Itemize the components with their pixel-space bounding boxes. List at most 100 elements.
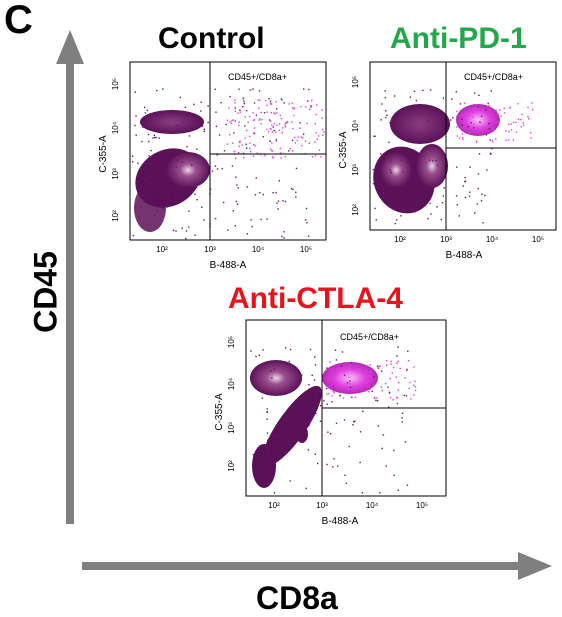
background-scatter (132, 88, 312, 240)
gate-lines (209, 62, 326, 240)
event-dot (151, 162, 153, 164)
event-dot (404, 377, 406, 379)
event-dot (253, 102, 256, 104)
event-dot (406, 484, 409, 486)
event-dot (342, 397, 345, 399)
event-dot (264, 154, 266, 157)
event-dot (289, 480, 291, 482)
event-dot (487, 102, 489, 105)
event-dot (385, 364, 388, 366)
event-dot (309, 108, 311, 111)
event-dot (299, 122, 301, 124)
event-dot (254, 144, 256, 147)
event-dot (149, 183, 151, 185)
event-dot (238, 88, 240, 90)
event-dot (492, 128, 494, 130)
event-dot (278, 180, 280, 182)
event-dot (345, 482, 348, 484)
event-dot (336, 373, 338, 376)
event-dot (469, 191, 471, 193)
event-dot (215, 111, 217, 113)
event-dot (321, 109, 323, 111)
event-dot (408, 387, 410, 390)
event-dot (204, 163, 207, 165)
event-dot (295, 196, 297, 198)
event-dot (372, 183, 375, 185)
event-dot (179, 96, 181, 99)
event-dot (305, 487, 307, 490)
event-dot (349, 364, 351, 366)
event-dot (253, 119, 255, 121)
event-dot (247, 121, 249, 123)
event-dot (266, 432, 269, 434)
event-dot (500, 115, 502, 117)
event-dot (367, 385, 369, 387)
event-dot (490, 90, 492, 92)
event-dot (278, 129, 281, 131)
y-tick-labels: 10² 10³ 10⁴ 10⁵ (227, 336, 236, 472)
event-dot (517, 103, 519, 105)
event-dot (333, 392, 335, 394)
event-dot (200, 110, 202, 112)
event-dot (468, 132, 471, 134)
event-dot (399, 159, 402, 161)
event-dot (318, 149, 321, 151)
event-dot (270, 128, 272, 130)
event-dot (291, 102, 294, 104)
event-dot (284, 200, 287, 203)
event-dot (359, 461, 361, 464)
event-dot (242, 100, 245, 102)
event-dot (380, 119, 382, 121)
event-dot (274, 113, 276, 115)
event-dot (435, 160, 437, 162)
event-dot (203, 219, 205, 221)
y-axis-label: C-355-A (214, 393, 225, 431)
event-dot (229, 95, 231, 98)
event-dot (207, 121, 209, 124)
event-dot (269, 448, 271, 450)
event-dot (253, 132, 255, 134)
x-tick-labels: 10² 10³ 10⁴ 10⁵ (268, 501, 428, 510)
event-dot (477, 173, 480, 175)
event-dot (242, 105, 244, 108)
event-dot (335, 422, 338, 424)
event-dot (517, 118, 520, 121)
event-dot (266, 104, 268, 106)
event-dot (456, 115, 458, 118)
event-dot (284, 122, 287, 124)
event-dot (245, 110, 248, 112)
event-dot (147, 133, 150, 136)
event-dot (396, 355, 398, 357)
event-dot (332, 466, 334, 468)
event-dot (196, 199, 198, 201)
event-dot (284, 124, 286, 126)
event-dot (146, 109, 149, 111)
event-dot (214, 88, 216, 90)
event-dot (374, 207, 376, 210)
y-tick-label: 10⁴ (351, 119, 360, 132)
event-dot (429, 202, 431, 205)
event-dot (270, 112, 272, 114)
event-dot (194, 234, 196, 236)
event-dot (273, 112, 275, 114)
event-dot (289, 147, 291, 150)
event-dot (339, 367, 341, 369)
event-dot (487, 123, 489, 126)
event-dot (146, 178, 148, 180)
event-dot (144, 106, 146, 109)
event-dot (326, 367, 328, 369)
event-dot (272, 192, 274, 194)
event-dot (259, 118, 261, 120)
event-dot (201, 125, 204, 127)
event-dot (343, 419, 346, 421)
event-dot (301, 374, 303, 376)
event-dot (270, 103, 272, 105)
event-dot (214, 165, 217, 167)
event-dot (268, 98, 270, 100)
event-dot (371, 390, 373, 392)
event-dot (405, 369, 408, 372)
event-dot (314, 453, 316, 455)
event-dot (194, 182, 196, 184)
event-dot (386, 114, 388, 116)
